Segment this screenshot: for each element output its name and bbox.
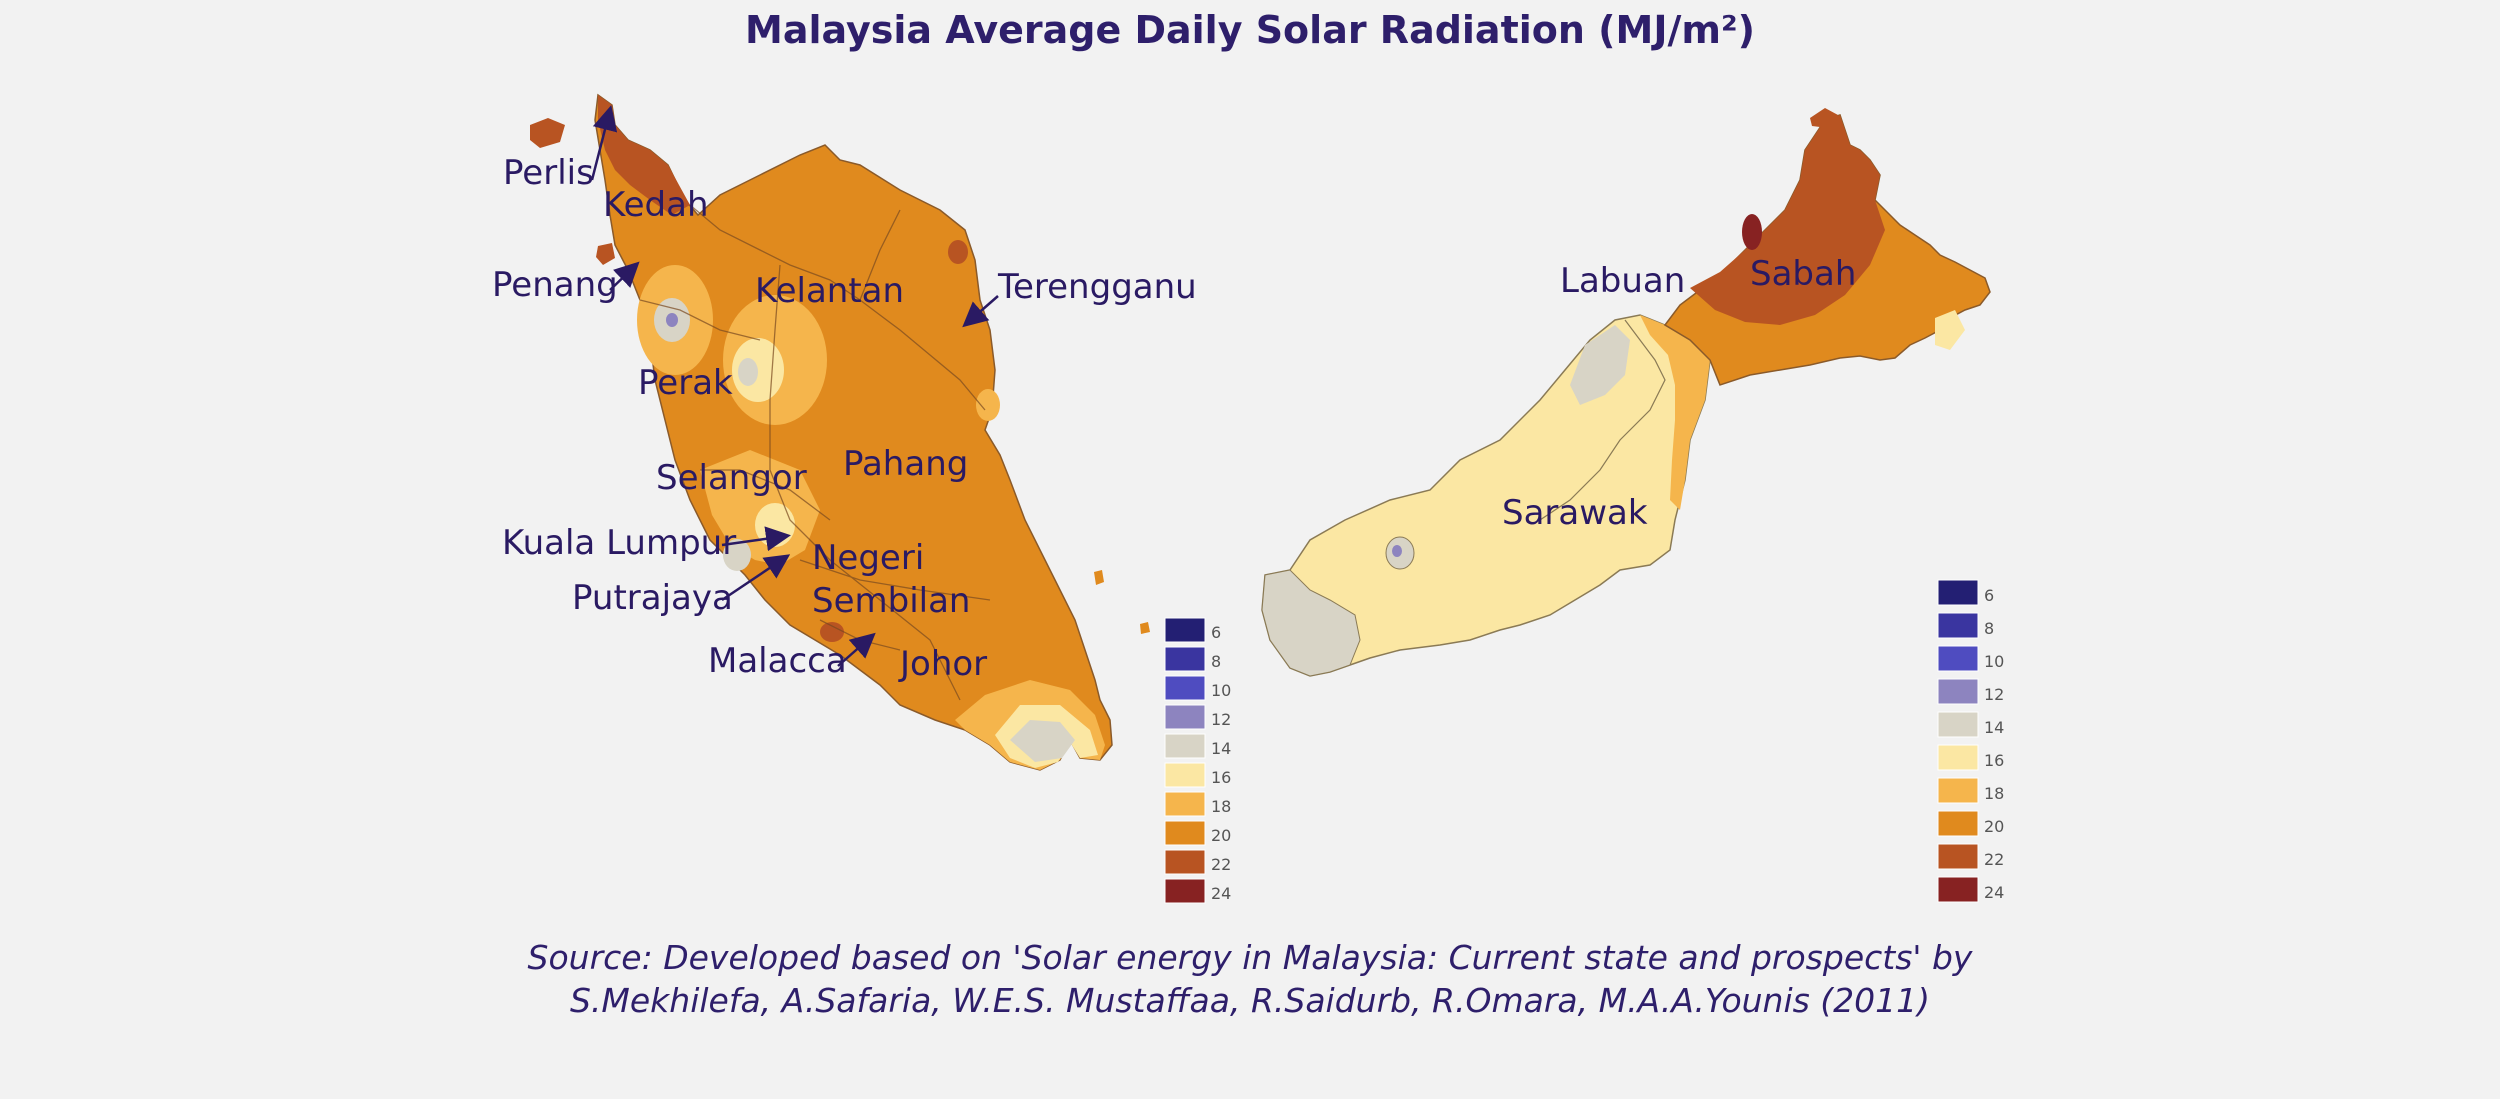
legend-peninsular-value-6: 6 <box>1211 623 1221 642</box>
legend-borneo-value-24: 24 <box>1984 883 2004 902</box>
label-selangor: Selangor <box>656 458 807 498</box>
legend-borneo-swatch-12 <box>1937 678 1979 705</box>
legend-borneo-value-16: 16 <box>1984 751 2004 770</box>
label-pahang: Pahang <box>843 444 968 484</box>
labuan-island <box>1672 314 1683 327</box>
langkawi-island <box>530 118 565 148</box>
tioman-island <box>1094 570 1104 585</box>
label-negeri: Negeri <box>812 538 924 578</box>
terengganu-coast-18 <box>976 389 1000 421</box>
sabah-zone-22 <box>1690 115 1885 325</box>
legend-peninsular-swatch-22 <box>1164 849 1206 875</box>
label-johor: Johor <box>898 644 987 684</box>
sarawak-base <box>1261 314 1711 677</box>
legend-peninsular-value-16: 16 <box>1211 768 1231 787</box>
label-perak: Perak <box>638 363 733 403</box>
legend-peninsular-value-20: 20 <box>1211 826 1231 845</box>
penang-zone-10 <box>666 313 678 327</box>
label-penang: Penang <box>492 265 618 305</box>
legend-borneo-swatch-6 <box>1937 579 1979 606</box>
legend-borneo-value-22: 22 <box>1984 850 2004 869</box>
label-sabah: Sabah <box>1750 254 1856 294</box>
legend-peninsular-value-10: 10 <box>1211 681 1231 700</box>
label-putrajaya: Putrajaya <box>572 578 733 618</box>
sarawak-west-zone-14 <box>1261 569 1361 677</box>
legend-peninsular-value-12: 12 <box>1211 710 1231 729</box>
legend-borneo-value-18: 18 <box>1984 784 2004 803</box>
sabah-zone-24 <box>1742 214 1762 250</box>
label-malacca: Malacca <box>708 641 847 681</box>
legend-peninsular-value-14: 14 <box>1211 739 1231 758</box>
arrow-kuala-lumpur <box>721 526 791 552</box>
label-sarawak: Sarawak <box>1502 493 1648 533</box>
label-arrows <box>590 105 999 667</box>
kelantan-zone-14 <box>738 358 758 386</box>
label-kedah: Kedah <box>603 185 709 225</box>
label-labuan: Labuan <box>1560 261 1685 301</box>
legend-borneo-swatch-22 <box>1937 843 1979 870</box>
legend-borneo-swatch-20 <box>1937 810 1979 837</box>
label-perlis: Perlis <box>503 153 594 193</box>
legend-peninsular-swatch-18 <box>1164 791 1206 817</box>
state-borders <box>639 204 991 701</box>
kuching-detail-inner <box>1392 545 1402 557</box>
arrow-penang <box>609 261 640 291</box>
source-line-1: Source: Developed based on 'Solar energy… <box>527 938 1973 977</box>
arrow-malacca <box>837 632 876 667</box>
legend-peninsular-swatch-6 <box>1164 617 1206 643</box>
johor-south-zone-14 <box>1010 720 1075 762</box>
legend-peninsular-swatch-8 <box>1164 646 1206 672</box>
legend-borneo-value-14: 14 <box>1984 718 2004 737</box>
legend-peninsular-swatch-20 <box>1164 820 1206 846</box>
legend-peninsular-swatch-16 <box>1164 762 1206 788</box>
legend-peninsular-swatch-12 <box>1164 704 1206 730</box>
legend-peninsular-swatch-14 <box>1164 733 1206 759</box>
label-kuala-lumpur: Kuala Lumpur <box>502 523 736 563</box>
peninsula-base <box>594 93 1113 771</box>
region-labels: Perlis Kedah Penang Kelantan Terengganu … <box>492 153 1856 684</box>
legend-borneo-value-8: 8 <box>1984 619 1994 638</box>
sarawak-north-zone-14 <box>1570 325 1630 405</box>
borneo-malaysia <box>1261 108 1991 677</box>
peninsular-malaysia <box>530 93 1150 771</box>
label-sembilan: Sembilan <box>812 581 970 621</box>
legend-borneo-swatch-18 <box>1937 777 1979 804</box>
borneo-border <box>1539 319 1666 521</box>
legend-borneo-swatch-10 <box>1937 645 1979 672</box>
source-citation: Source: Developed based on 'Solar energy… <box>0 936 2500 1022</box>
east-island <box>1140 622 1150 634</box>
arrow-putrajaya <box>721 554 791 602</box>
legend-borneo-value-6: 6 <box>1984 586 1994 605</box>
legend-borneo-swatch-8 <box>1937 612 1979 639</box>
legend-peninsular-value-18: 18 <box>1211 797 1231 816</box>
kedah-zone-22 <box>598 95 690 215</box>
legend-borneo-swatch-14 <box>1937 711 1979 738</box>
legend-borneo-swatch-24 <box>1937 876 1979 903</box>
penang-island <box>596 243 615 265</box>
malacca-zone-22 <box>820 622 844 642</box>
sarawak-east-zone-18 <box>1640 315 1710 510</box>
legend-peninsular-swatch-10 <box>1164 675 1206 701</box>
sabah-northern-islet <box>1810 108 1838 128</box>
sabah-southeast-zone-16 <box>1935 310 1965 350</box>
klang-zone-14 <box>723 539 751 571</box>
label-terengganu: Terengganu <box>997 267 1197 307</box>
legend-peninsular-value-24: 24 <box>1211 884 1231 903</box>
legend-peninsular: 6 8 10 12 14 16 18 20 22 24 <box>1164 617 1231 904</box>
legend-peninsular-value-22: 22 <box>1211 855 1231 874</box>
source-line-2: S.Mekhilefa, A.Safaria, W.E.S. Mustaffaa… <box>569 981 1931 1020</box>
arrow-perlis <box>590 105 618 181</box>
legend-borneo: 6 8 10 12 14 16 18 20 22 24 <box>1937 579 2004 903</box>
legend-borneo-value-10: 10 <box>1984 652 2004 671</box>
legend-borneo-swatch-16 <box>1937 744 1979 771</box>
legend-borneo-value-20: 20 <box>1984 817 2004 836</box>
terengganu-zone-22 <box>948 240 968 264</box>
legend-peninsular-swatch-24 <box>1164 878 1206 904</box>
label-kelantan: Kelantan <box>755 271 904 311</box>
arrow-terengganu <box>962 295 999 328</box>
legend-borneo-value-12: 12 <box>1984 685 2004 704</box>
page-title: Malaysia Average Daily Solar Radiation (… <box>745 8 1755 52</box>
legend-peninsular-value-8: 8 <box>1211 652 1221 671</box>
